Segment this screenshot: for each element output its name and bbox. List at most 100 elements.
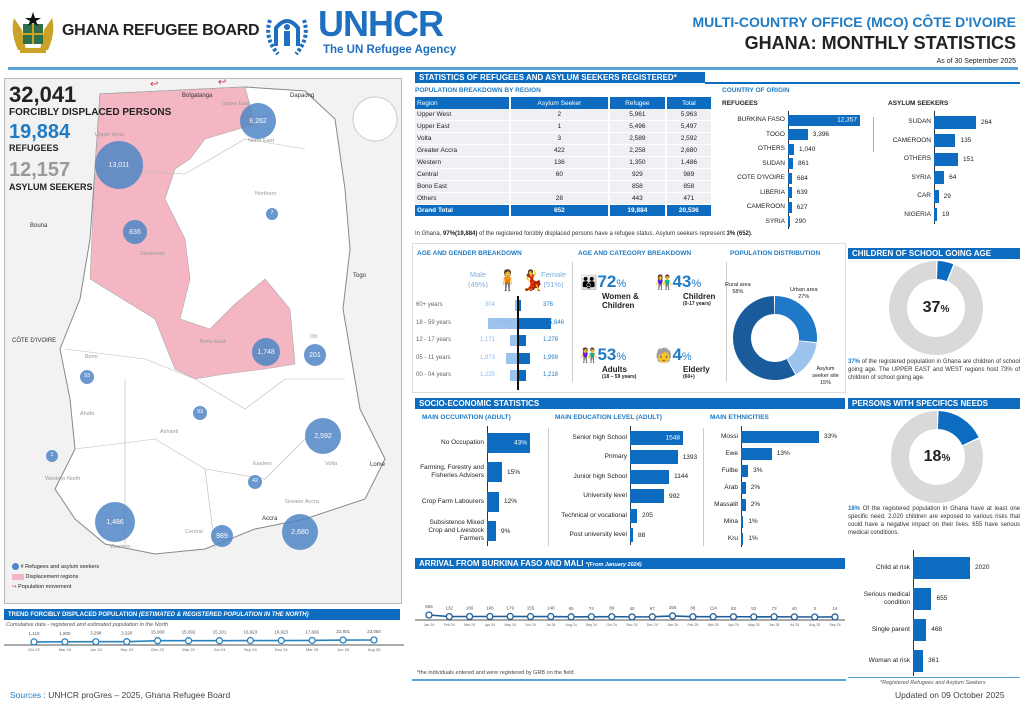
population-slice <box>774 296 817 343</box>
key-figure-refugees-value: 19,884 <box>9 121 71 143</box>
occupation-bar: 43% <box>487 432 530 453</box>
specific-needs-row: Single parent 468 <box>848 614 942 645</box>
occupation-row: Subsistence Mixed Crop and Livestock Far… <box>415 517 510 547</box>
map-circle[interactable]: 2,680 <box>282 514 318 550</box>
map-circle[interactable]: 2,592 <box>305 418 341 454</box>
data-point <box>425 611 433 619</box>
category-pct-unit: % <box>616 278 627 290</box>
refugee-origin-row: CAMEROON 627 <box>720 200 808 215</box>
table-cell: Greater Accra <box>415 145 509 157</box>
office-name: MULTI-COUNTRY OFFICE (MCO) CÔTE D'IVOIRE <box>692 14 1017 30</box>
male-icon: 🧍 <box>495 270 520 292</box>
table-cell: 989 <box>666 169 711 181</box>
data-label: 73 <box>772 606 778 611</box>
refugee-origin-label: SUDAN <box>762 159 785 167</box>
asylum-origin-label: SUDAN <box>908 118 931 126</box>
education-bar <box>630 450 678 465</box>
x-tick-label: Jul 24 <box>546 623 555 627</box>
x-tick-label: Dec 24 <box>647 623 658 627</box>
chart-axis <box>788 111 789 229</box>
ethnicity-row: Ewe 13% <box>705 445 790 462</box>
stats-title-line <box>705 82 1020 84</box>
ghana-coat-of-arms-logo <box>8 10 58 56</box>
refugee-origin-value: 627 <box>796 203 808 211</box>
map-circle[interactable]: 1,486 <box>95 502 135 542</box>
female-value: 1,218 <box>543 372 559 378</box>
data-label: 132 <box>446 606 454 611</box>
table-cell <box>510 181 609 193</box>
data-label: 3 <box>813 606 816 611</box>
asylum-origin-label: NIGERIA <box>904 210 931 218</box>
map-circle[interactable]: 989 <box>211 525 233 547</box>
map-circle[interactable]: 836 <box>123 220 147 244</box>
key-figure-asylum-value: 12,157 <box>9 159 71 181</box>
x-tick-label: Sep 24 <box>244 647 257 652</box>
refugee-origin-bar <box>788 172 792 184</box>
data-point <box>30 638 38 646</box>
occupation-label: No Occupation <box>441 438 484 446</box>
asylum-origin-label: OTHERS <box>903 155 931 163</box>
origin-divider <box>873 117 874 152</box>
table-cell: 5,963 <box>666 109 711 121</box>
map-circle[interactable]: 7 <box>266 208 278 220</box>
data-label: 65 <box>569 606 575 611</box>
data-point <box>729 613 738 621</box>
refugee-origin-value: 12,357 <box>837 116 857 124</box>
data-point <box>92 638 100 646</box>
occupation-value: 15% <box>507 468 521 476</box>
refugee-origin-value: 3,396 <box>812 131 830 139</box>
column-header: Total <box>666 97 711 109</box>
data-point <box>277 636 285 645</box>
data-label: 3,298 <box>90 631 102 636</box>
asylum-origin-bar <box>934 171 945 185</box>
table-cell: 1,486 <box>666 157 711 169</box>
specific-needs-value: 2020 <box>975 564 990 571</box>
education-row: Junior high School 1144 <box>550 467 688 487</box>
ethnicity-bar <box>741 464 749 477</box>
occupation-label: Crop Farm Labourers <box>421 497 484 505</box>
data-label: 16,923 <box>274 630 288 635</box>
school-age-slice <box>936 261 954 282</box>
specific-needs-text: 18% Of the registered population in Ghan… <box>848 506 1020 536</box>
data-point <box>811 613 819 621</box>
map-circle[interactable]: 1 <box>46 450 58 462</box>
x-tick-label: Mar 25 <box>708 623 719 627</box>
refugee-origin-value: 1,040 <box>799 145 816 153</box>
map-place-label: Ahafo <box>80 411 95 417</box>
pyramid-axis <box>517 296 519 390</box>
map-circle[interactable]: 1,748 <box>252 338 280 366</box>
map-circle[interactable]: 93 <box>193 406 207 420</box>
legend-region: Displacement regions <box>12 572 99 582</box>
movement-arrow-icon: ↩ <box>218 77 227 88</box>
map-circle[interactable]: 201 <box>304 344 326 366</box>
specific-needs-value: 655 <box>936 595 948 602</box>
table-cell: 1,350 <box>610 157 665 169</box>
data-label: 17,666 <box>305 630 319 634</box>
map-circle[interactable]: 8,262 <box>240 103 276 139</box>
category-pct: 53 <box>597 345 617 364</box>
legend-movement-label: Population movement <box>18 584 72 590</box>
data-label: 665 <box>425 605 433 609</box>
data-label: 356 <box>669 605 677 610</box>
age-group-label: 60+ years <box>416 302 443 308</box>
specific-needs-row: Serious medical condition 655 <box>848 583 947 614</box>
map-circle[interactable]: 93 <box>80 370 94 384</box>
age-group-label: 00 - 04 years <box>416 372 452 378</box>
x-tick-label: Mar 24 <box>182 647 195 652</box>
table-cell: 2,589 <box>610 133 665 145</box>
table-cell: 136 <box>510 157 609 169</box>
refugee-origin-row: BURKINA FASO 12,357 <box>720 113 860 128</box>
table-row: Volta 3 2,589 2,592 <box>415 133 711 145</box>
male-pct: (49%) <box>468 280 489 289</box>
specific-needs-bar <box>913 618 927 641</box>
age-category-item: 🧓4% Elderly (60+) <box>655 345 727 380</box>
map-circle[interactable]: 42 <box>248 475 262 489</box>
data-label: 22,801 <box>336 630 350 634</box>
stats-title-bar: STATISTICS OF REFUGEES AND ASYLUM SEEKER… <box>415 72 705 83</box>
specific-needs-value: 468 <box>931 626 943 633</box>
map-circle[interactable]: 13,011 <box>95 141 143 189</box>
children-school-title: CHILDREN OF SCHOOL GOING AGE <box>848 248 1020 259</box>
data-point <box>486 612 494 621</box>
male-value: 1,171 <box>479 337 495 343</box>
occupation-row: Crop Farm Labourers 12% <box>415 487 517 517</box>
